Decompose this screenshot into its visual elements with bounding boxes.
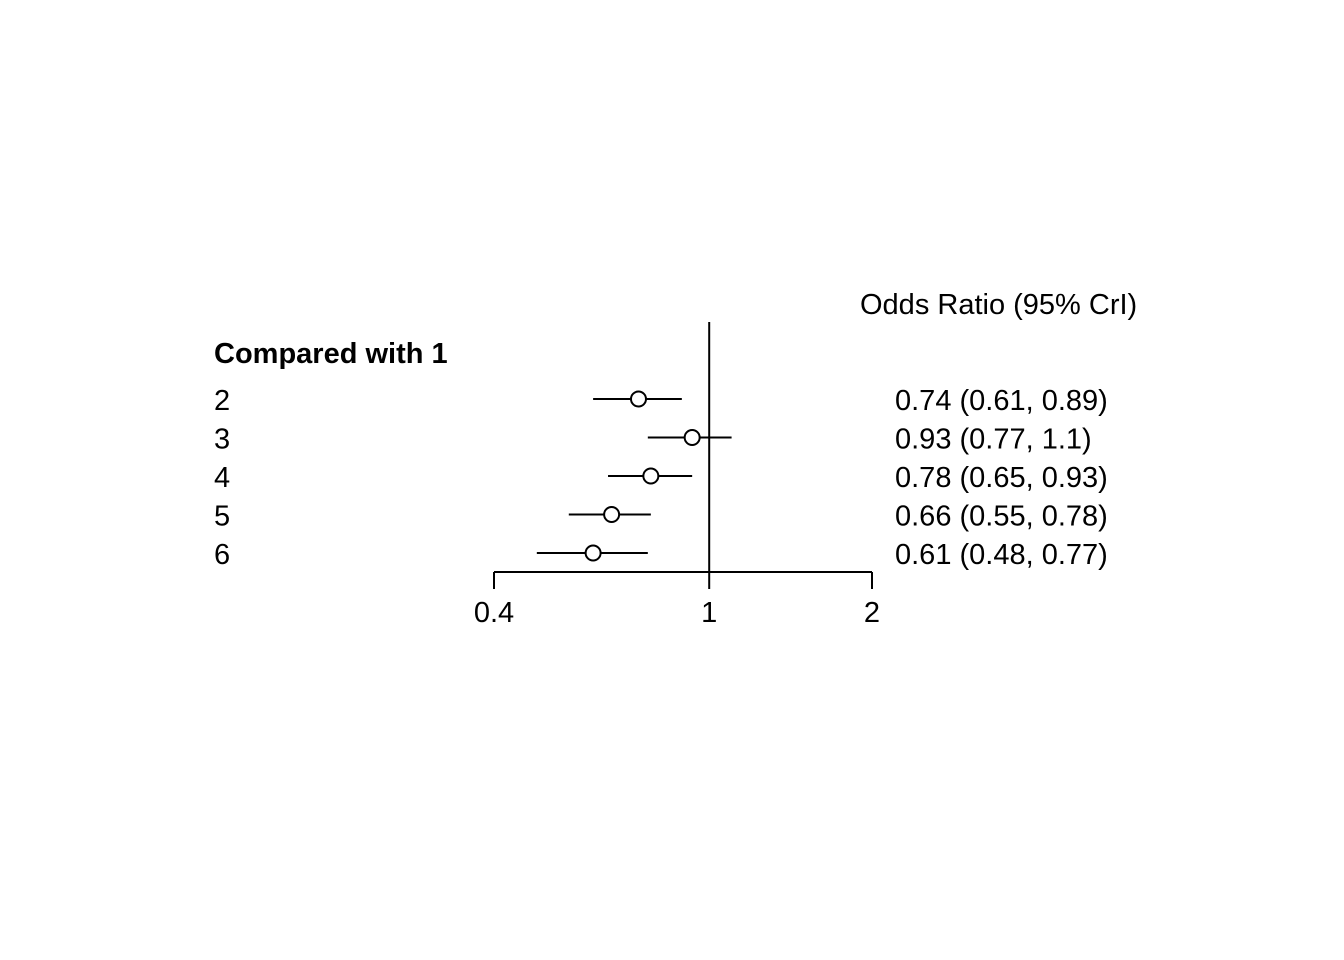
row-label: 3 (214, 424, 230, 456)
x-tick-label: 0.4 (474, 597, 514, 629)
row-value-text: 0.61 (0.48, 0.77) (895, 539, 1108, 571)
row-value-text: 0.93 (0.77, 1.1) (895, 424, 1092, 456)
estimate-point (584, 544, 602, 562)
x-tick-label: 1 (701, 597, 717, 629)
row-label: 2 (214, 385, 230, 417)
rows-layer: 2 0.74 (0.61, 0.89) 3 0.93 (0.77, 1.1) 4 0.78… (214, 385, 1108, 571)
row-value-text: 0.74 (0.61, 0.89) (895, 385, 1108, 417)
estimate-point (683, 429, 701, 446)
estimate-point (642, 467, 660, 485)
row-label: 5 (214, 501, 230, 533)
estimate-point (603, 506, 621, 523)
header-left: Compared with 1 (214, 338, 448, 370)
row-value-text: 0.78 (0.65, 0.93) (895, 462, 1108, 494)
row-value-text: 0.66 (0.55, 0.78) (895, 501, 1108, 533)
row-label: 6 (214, 539, 230, 571)
x-axis: 0.4 1 2 (474, 571, 880, 629)
header-right: Odds Ratio (95% CrI) (860, 289, 1137, 321)
row-label: 4 (214, 462, 230, 494)
estimate-point (629, 390, 647, 408)
x-tick-label: 2 (864, 597, 880, 629)
